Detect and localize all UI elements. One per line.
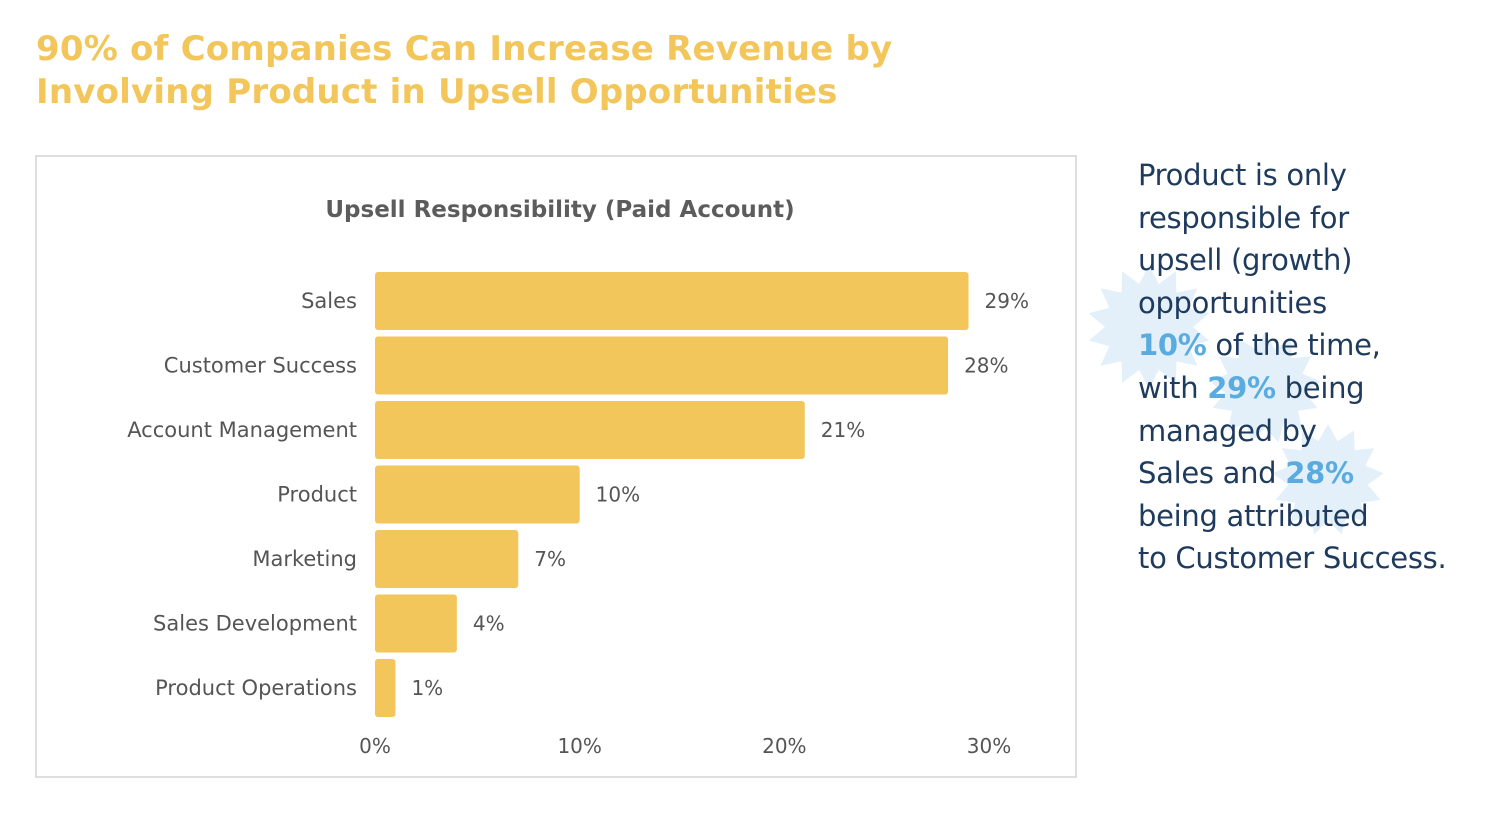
x-tick-label: 10% [557, 734, 601, 758]
summary-line: being attributed [1138, 498, 1369, 533]
summary-line: upsell (growth) [1138, 243, 1353, 278]
value-label: 28% [964, 354, 1008, 378]
summary-line: responsible for [1138, 200, 1349, 235]
summary-line: of the time, [1206, 328, 1381, 363]
starburst-accent-1 [1088, 265, 1210, 389]
summary-line: Sales and [1138, 456, 1286, 491]
x-tick-label: 0% [359, 734, 391, 758]
summary-text: Product is only responsible for upsell (… [1138, 154, 1508, 580]
chart-panel: Upsell Responsibility (Paid Account) Sal… [35, 155, 1077, 778]
category-label: Product [277, 483, 357, 507]
x-tick-label: 30% [967, 734, 1011, 758]
highlight-cs-share: 28% [1285, 456, 1354, 491]
summary-line: with [1138, 370, 1208, 405]
value-label: 21% [821, 418, 865, 442]
highlight-product-share: 10% [1138, 328, 1207, 363]
labels-layer: Sales 29% Customer Success 28% Account Manag… [127, 289, 1029, 758]
bar-customer-success [375, 336, 949, 395]
highlight-sales-share: 29% [1207, 370, 1276, 405]
category-label: Account Management [127, 418, 357, 442]
bar-product-operations [375, 659, 396, 717]
value-label: 7% [534, 547, 566, 571]
category-label: Product Operations [155, 676, 357, 700]
summary-line: to Customer Success. [1138, 541, 1447, 576]
starburst-accent-2 [1209, 332, 1321, 443]
summary-line: being [1275, 370, 1365, 405]
summary-line: managed by [1138, 413, 1317, 448]
value-label: 29% [985, 289, 1029, 313]
category-label: Marketing [252, 547, 357, 571]
summary-line: opportunities [1138, 285, 1327, 320]
starburst-accent-3 [1272, 424, 1384, 535]
bar-chart: Upsell Responsibility (Paid Account) Sal… [127, 197, 1029, 758]
bar-marketing [375, 530, 519, 588]
bar-account-management [375, 401, 805, 459]
bar-product [375, 465, 580, 524]
page-headline: 90% of Companies Can Increase Revenue by… [36, 29, 893, 112]
category-label: Customer Success [164, 354, 357, 378]
chart-title: Upsell Responsibility (Paid Account) [325, 197, 794, 223]
value-label: 10% [596, 483, 640, 507]
value-label: 4% [473, 612, 505, 636]
category-label: Sales [301, 289, 357, 313]
bar-sales-development [375, 594, 457, 653]
value-label: 1% [411, 676, 443, 700]
bar-sales [375, 272, 969, 330]
summary-line: Product is only [1138, 158, 1347, 192]
bars-layer [375, 272, 969, 717]
x-tick-label: 20% [762, 734, 806, 758]
category-label: Sales Development [153, 612, 357, 636]
